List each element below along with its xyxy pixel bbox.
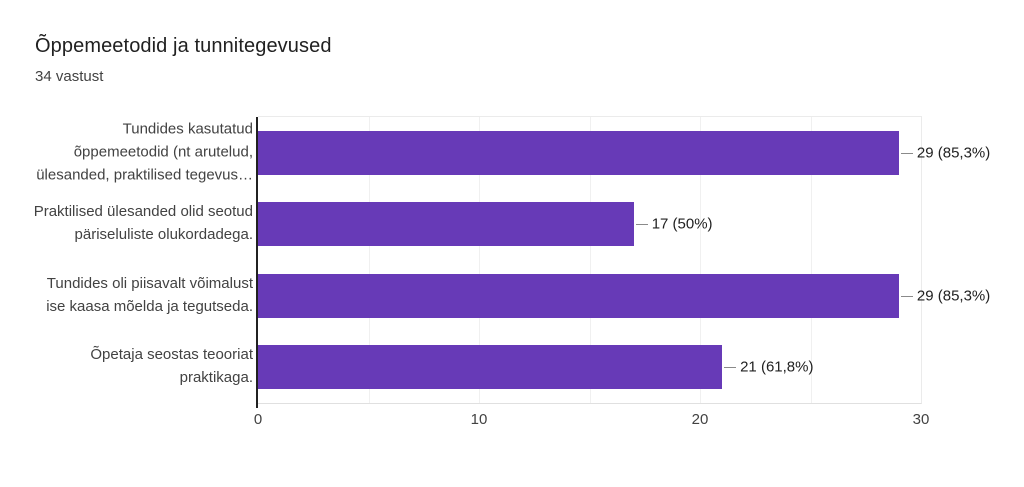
bar-value-label: 29 (85,3%) (916, 144, 991, 162)
bar-value-label: 17 (50%) (651, 215, 713, 233)
x-tick-label: 10 (470, 411, 488, 428)
category-axis: Tundides kasutatud õppemeetodid (nt arute… (0, 116, 253, 402)
y-axis-line (256, 117, 258, 408)
gridline (589, 117, 591, 403)
connector-line (900, 295, 913, 297)
connector-line (635, 224, 648, 226)
bar[interactable] (258, 273, 899, 318)
category-label: Praktilised ülesanded olid seotud pärisel… (33, 203, 253, 244)
x-tick-label: 0 (253, 411, 263, 428)
response-count: 34 vastust (35, 68, 104, 85)
category-label: Tundides oli piisavalt võimalust ise kaas… (46, 274, 253, 315)
x-axis: 0 10 20 30 (254, 411, 930, 435)
chart-title: Õppemeetodid ja tunnitegevused (35, 35, 332, 57)
category-label: Õpetaja seostas teooriat praktikaga. (90, 346, 253, 387)
bar[interactable] (258, 130, 899, 175)
gridline (700, 117, 701, 403)
bar-value-label: 29 (85,3%) (916, 287, 991, 305)
gridline (810, 117, 812, 403)
category-label: Tundides kasutatud õppemeetodid (nt arute… (36, 120, 253, 184)
connector-line (900, 152, 913, 154)
bar[interactable] (258, 345, 723, 390)
gridline (368, 117, 370, 403)
x-tick-label: 30 (912, 411, 930, 428)
bar[interactable] (258, 202, 634, 247)
x-tick-label: 20 (691, 411, 709, 428)
plot-area: 29 (85,3%) 17 (50%) 29 (85,3%) 21 (61,8%) (256, 116, 990, 408)
connector-line (724, 367, 737, 369)
gridline (479, 117, 480, 403)
bar-value-label: 21 (61,8%) (740, 358, 814, 376)
